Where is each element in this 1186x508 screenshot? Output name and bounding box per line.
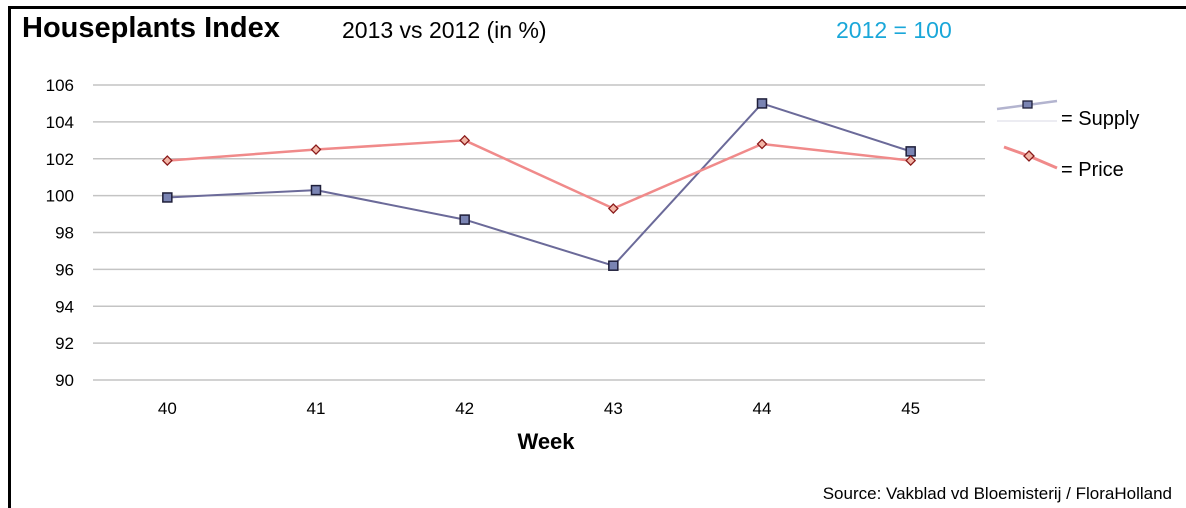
- legend-supply-marker: [1022, 100, 1033, 109]
- x-tick-label: 43: [604, 399, 623, 418]
- series-lines: [161, 98, 917, 271]
- y-tick-label: 100: [46, 187, 74, 206]
- supply-marker: [459, 214, 470, 225]
- y-tick-label: 96: [55, 260, 74, 279]
- supply-marker: [756, 98, 768, 109]
- price-marker: [905, 155, 917, 167]
- price-marker: [310, 144, 322, 155]
- chart-subtitle: 2013 vs 2012 (in %): [342, 17, 547, 43]
- supply-marker: [310, 184, 322, 196]
- chart-title: Houseplants Index: [22, 12, 280, 44]
- x-axis-label: Week: [517, 429, 575, 454]
- x-tick-label: 44: [753, 399, 772, 418]
- y-axis-tick-labels: 90 92 94 96 98 100 102 104 106: [46, 76, 74, 390]
- legend-price-marker: [1023, 150, 1035, 162]
- legend: = Supply = Price: [996, 99, 1139, 181]
- x-tick-label: 40: [158, 399, 177, 418]
- supply-marker: [608, 260, 619, 271]
- y-tick-label: 98: [55, 224, 74, 243]
- y-tick-label: 102: [46, 150, 74, 169]
- y-tick-label: 92: [55, 334, 74, 353]
- series-line-1: [167, 139, 911, 210]
- y-tick-label: 90: [55, 371, 74, 390]
- baseline-note: 2012 = 100: [836, 17, 952, 43]
- series-line-0: [167, 102, 911, 267]
- y-tick-label: 106: [46, 76, 74, 95]
- legend-label-price: = Price: [1061, 159, 1124, 181]
- supply-marker: [905, 146, 916, 157]
- supply-marker: [162, 192, 173, 203]
- x-tick-label: 45: [901, 399, 920, 418]
- frame-top-border: [8, 6, 1186, 9]
- x-tick-label: 41: [307, 399, 326, 418]
- frame-left-border: [8, 6, 11, 508]
- x-tick-label: 42: [455, 399, 474, 418]
- price-marker: [607, 203, 619, 214]
- x-axis-tick-labels: 40 41 42 43 44 45: [158, 399, 920, 418]
- y-tick-label: 94: [55, 297, 74, 316]
- legend-label-supply: = Supply: [1061, 108, 1139, 130]
- price-marker: [459, 134, 471, 146]
- y-tick-label: 104: [46, 113, 74, 132]
- gridlines: [93, 84, 985, 381]
- price-marker: [756, 138, 768, 150]
- source-note: Source: Vakblad vd Bloemisterij / FloraH…: [822, 484, 1172, 503]
- price-marker: [161, 155, 173, 167]
